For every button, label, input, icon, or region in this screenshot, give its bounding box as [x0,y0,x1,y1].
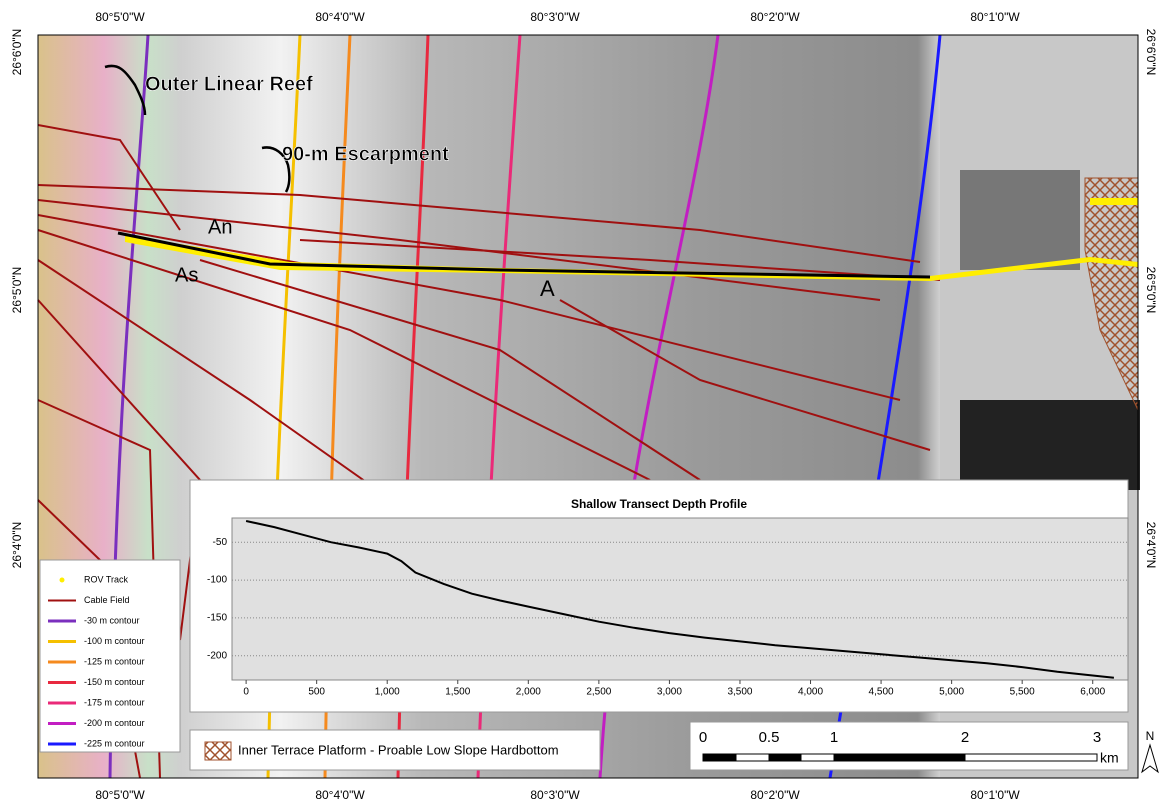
lon-label: 80°4'0"W [315,10,365,24]
legend-swatch [60,578,65,583]
x-tick-label: 4,000 [798,687,823,698]
lat-label: 26°5'0"N [1144,267,1158,314]
lat-label: 26°6'0"N [10,29,24,76]
scale-segment [736,754,769,761]
x-tick-label: 3,000 [657,687,682,698]
x-tick-label: 2,500 [586,687,611,698]
lon-label: 80°5'0"W [95,788,145,802]
legend-label: -30 m contour [84,615,140,625]
x-tick-label: 5,000 [939,687,964,698]
scale-unit: km [1100,750,1119,766]
lon-label: 80°5'0"W [95,10,145,24]
platform-legend-label: Inner Terrace Platform - Proable Low Slo… [238,742,559,757]
lon-label: 80°1'0"W [970,788,1020,802]
x-tick-label: 2,000 [516,687,541,698]
scale-label: 0 [699,729,707,746]
y-tick-label: -100 [207,575,227,586]
x-tick-label: 500 [308,687,325,698]
x-tick-label: 5,500 [1010,687,1035,698]
lat-label: 26°4'0"N [10,522,24,569]
legend-label: -225 m contour [84,738,145,748]
platform-swatch [205,742,231,760]
lat-label: 26°5'0"N [10,267,24,314]
lon-label: 80°1'0"W [970,10,1020,24]
y-tick-label: -50 [213,537,228,548]
map-figure: Outer Linear Reef 90-m Escarpment An As … [0,0,1160,803]
scale-label: 1 [830,729,838,746]
scale-segment [834,754,965,761]
legend-label: -175 m contour [84,697,145,707]
north-arrow [1142,745,1158,772]
x-tick-label: 0 [243,687,249,698]
legend-label: -100 m contour [84,636,145,646]
north-label: N [1146,729,1155,743]
scale-label: 0.5 [759,729,780,746]
lon-label: 80°2'0"W [750,10,800,24]
x-tick-label: 3,500 [727,687,752,698]
legend-label: -150 m contour [84,677,145,687]
lon-label: 80°2'0"W [750,788,800,802]
annotation: As [175,264,198,286]
x-tick-label: 1,500 [445,687,470,698]
annotation: An [208,216,232,238]
raster-dark [960,400,1140,490]
scale-segment [703,754,736,761]
y-tick-label: -200 [207,650,227,661]
chart-title: Shallow Transect Depth Profile [571,497,747,511]
lon-label: 80°3'0"W [530,788,580,802]
lon-label: 80°3'0"W [530,10,580,24]
legend-label: Cable Field [84,595,130,605]
scale-bar-box [690,722,1128,770]
lon-label: 80°4'0"W [315,788,365,802]
legend-label: -125 m contour [84,656,145,666]
scale-segment [769,754,801,761]
x-tick-label: 1,000 [375,687,400,698]
lat-label: 26°6'0"N [1144,29,1158,76]
annotation: Outer Linear Reef [145,73,313,95]
legend-label: -200 m contour [84,718,145,728]
scale-segment [801,754,834,761]
y-tick-label: -150 [207,613,227,624]
legend-label: ROV Track [84,574,129,584]
raster-dark [960,170,1080,270]
scale-label: 3 [1093,729,1101,746]
page: Outer Linear Reef 90-m Escarpment An As … [0,0,1160,803]
annotation: 90-m Escarpment [282,143,449,165]
x-tick-label: 4,500 [869,687,894,698]
depth-chart: -50 -100 -150 -200 0 500 1,000 1,500 2,000 2,500 3… [207,518,1128,698]
lat-label: 26°4'0"N [1144,522,1158,569]
scale-segment [965,754,1097,761]
annotation: A [540,276,555,301]
x-tick-label: 6,000 [1080,687,1105,698]
scale-label: 2 [961,729,969,746]
